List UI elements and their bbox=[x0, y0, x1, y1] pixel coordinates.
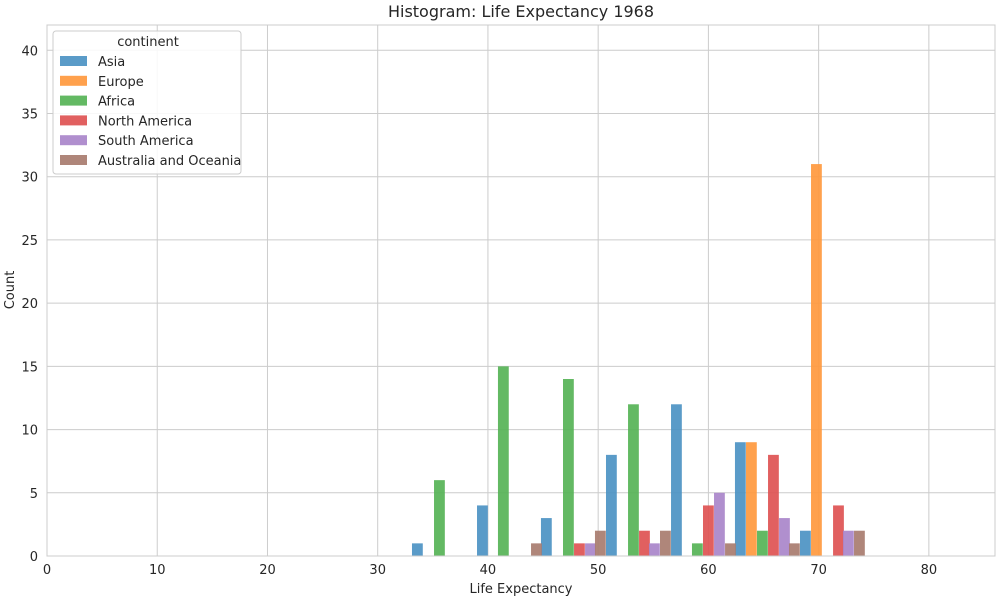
bar-south-america bbox=[842, 530, 854, 556]
bar-south-america bbox=[714, 492, 725, 556]
bars-layer bbox=[411, 164, 865, 557]
legend-swatch-europe bbox=[60, 75, 87, 86]
legend-swatch-australia-and-oceania bbox=[60, 155, 87, 165]
bar-north-america bbox=[639, 530, 650, 556]
legend-swatch-africa bbox=[60, 95, 87, 106]
y-tick-label: 30 bbox=[21, 171, 38, 186]
x-axis-label: Life Expectancy bbox=[469, 582, 572, 597]
grid-layer bbox=[46, 25, 995, 557]
x-tick-label: 70 bbox=[810, 563, 827, 578]
y-tick-label: 15 bbox=[21, 360, 38, 375]
bar-asia bbox=[799, 530, 811, 556]
legend-title: continent bbox=[117, 35, 179, 50]
x-tick-label: 40 bbox=[480, 563, 497, 578]
bar-australia-and-oceania bbox=[660, 530, 671, 556]
x-tick-label: 10 bbox=[149, 563, 166, 578]
legend-swatch-south-america bbox=[60, 135, 87, 146]
x-tick-label: 0 bbox=[43, 563, 51, 578]
legend-label-south-america: South America bbox=[98, 134, 194, 149]
bar-africa bbox=[757, 530, 768, 556]
bar-africa bbox=[497, 366, 509, 556]
y-tick-label: 25 bbox=[21, 234, 38, 249]
legend-label-north-america: North America bbox=[98, 114, 192, 129]
bar-north-america bbox=[702, 505, 714, 556]
bar-australia-and-oceania bbox=[854, 530, 865, 556]
legend: continent Asia Europe Africa North America S… bbox=[52, 30, 242, 175]
bar-africa bbox=[691, 543, 703, 556]
bar-australia-and-oceania bbox=[725, 543, 736, 556]
legend-swatch-north-america bbox=[60, 115, 87, 126]
bar-asia bbox=[605, 454, 617, 556]
y-tick-label: 20 bbox=[21, 297, 38, 312]
bar-asia bbox=[411, 543, 423, 556]
legend-label-australia-and-oceania: Australia and Oceania bbox=[98, 154, 241, 169]
bar-south-america bbox=[779, 518, 790, 556]
y-tick-label: 35 bbox=[21, 108, 38, 123]
bar-africa bbox=[562, 379, 574, 556]
bar-south-america bbox=[648, 543, 660, 556]
bar-europe bbox=[811, 164, 822, 557]
x-tick-label: 20 bbox=[259, 563, 276, 578]
bar-australia-and-oceania bbox=[788, 543, 800, 556]
bar-asia bbox=[477, 505, 488, 556]
bar-africa bbox=[434, 480, 445, 556]
legend-label-europe: Europe bbox=[98, 75, 144, 90]
legend-label-africa: Africa bbox=[98, 95, 135, 110]
x-tick-label: 30 bbox=[369, 563, 386, 578]
bar-australia-and-oceania bbox=[594, 530, 606, 556]
bar-north-america bbox=[574, 543, 585, 556]
bar-africa bbox=[628, 404, 639, 556]
bar-south-america bbox=[585, 543, 596, 556]
x-tick-label: 60 bbox=[700, 563, 717, 578]
legend-items: Asia Europe Africa North America South Ameri… bbox=[60, 55, 241, 169]
x-tick-label: 50 bbox=[590, 563, 607, 578]
bar-australia-and-oceania bbox=[531, 543, 542, 556]
plot-frame bbox=[46, 24, 996, 557]
chart-title: Histogram: Life Expectancy 1968 bbox=[388, 2, 654, 21]
bar-north-america bbox=[833, 505, 844, 556]
legend-swatch-asia bbox=[60, 56, 87, 66]
bar-asia bbox=[671, 404, 682, 556]
legend-box bbox=[52, 30, 242, 175]
y-tick-label: 0 bbox=[30, 550, 38, 565]
bar-north-america bbox=[768, 454, 779, 556]
y-tick-label: 40 bbox=[21, 44, 38, 59]
y-tick-label: 5 bbox=[30, 487, 38, 502]
y-tick-label: 10 bbox=[21, 424, 38, 439]
y-axis-label: Count bbox=[3, 271, 18, 310]
bar-asia bbox=[540, 518, 552, 556]
x-tick-label: 80 bbox=[921, 563, 938, 578]
bar-asia bbox=[734, 442, 746, 556]
bar-europe bbox=[745, 442, 757, 556]
legend-label-asia: Asia bbox=[98, 55, 125, 70]
ticks-layer: 0 10 20 30 40 50 60 70 80 0 5 10 15 20 25 30 35 40 bbox=[21, 44, 937, 578]
